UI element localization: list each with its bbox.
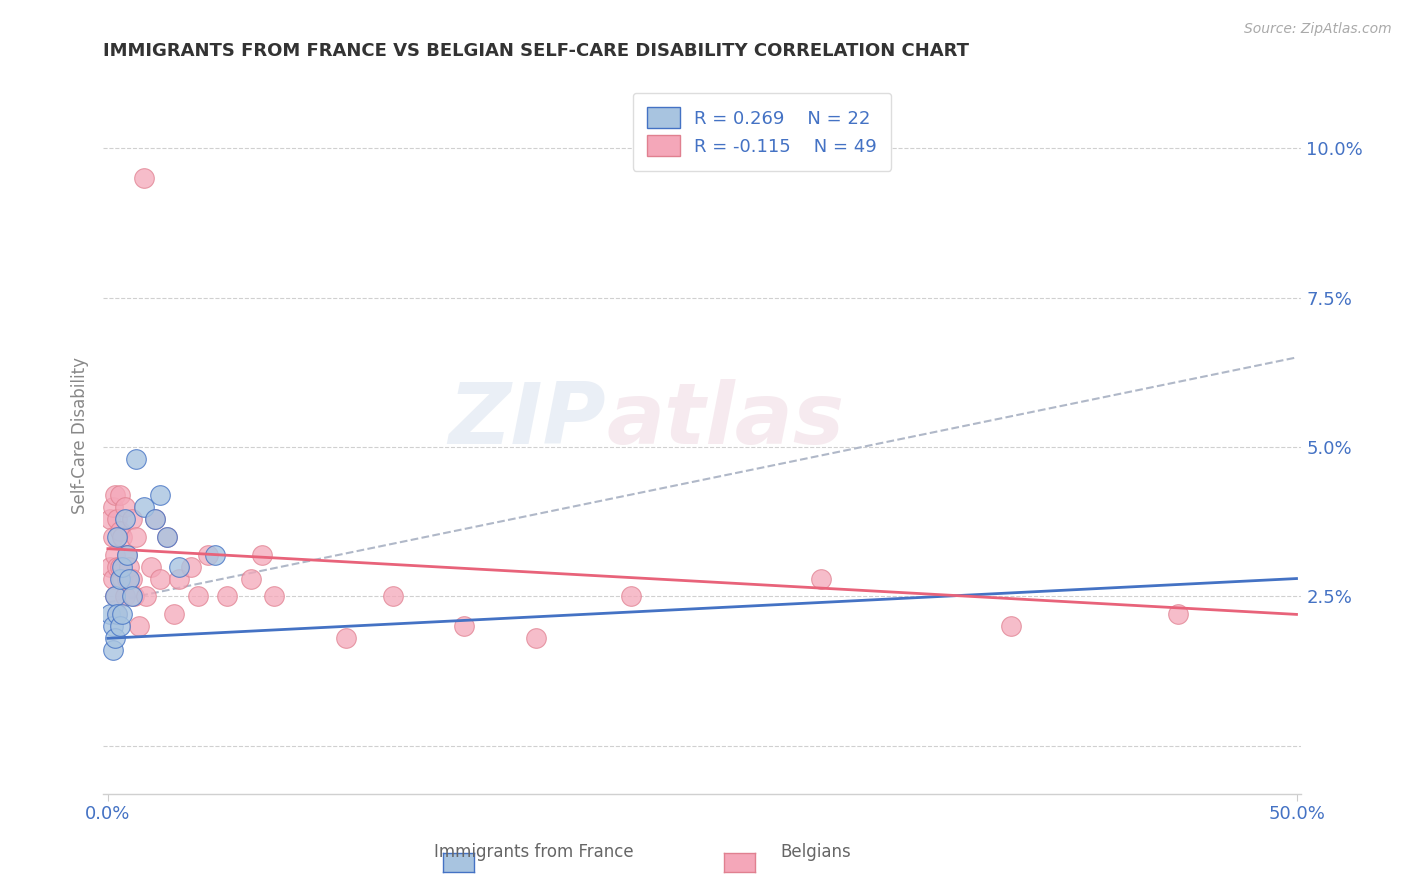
Point bbox=[145, 512, 167, 526]
Point bbox=[98, 559, 121, 574]
Point bbox=[114, 590, 136, 604]
Point bbox=[145, 512, 167, 526]
Point bbox=[139, 559, 162, 574]
Point bbox=[101, 530, 124, 544]
Point bbox=[105, 607, 128, 622]
Point bbox=[156, 530, 179, 544]
Point bbox=[132, 500, 155, 514]
Point bbox=[114, 512, 136, 526]
Point bbox=[197, 548, 219, 562]
Point bbox=[108, 524, 131, 538]
Point bbox=[263, 590, 285, 604]
Point bbox=[108, 619, 131, 633]
Point bbox=[163, 607, 186, 622]
Point bbox=[98, 512, 121, 526]
Point bbox=[335, 632, 357, 646]
Point bbox=[111, 559, 134, 574]
Point bbox=[111, 572, 134, 586]
Point bbox=[115, 572, 138, 586]
Point bbox=[149, 572, 172, 586]
Text: Immigrants from France: Immigrants from France bbox=[434, 843, 634, 861]
Point bbox=[810, 572, 832, 586]
Point bbox=[167, 572, 190, 586]
Y-axis label: Self-Care Disability: Self-Care Disability bbox=[72, 357, 89, 514]
Point bbox=[104, 548, 127, 562]
Point bbox=[204, 548, 226, 562]
Point bbox=[156, 530, 179, 544]
Point bbox=[111, 530, 134, 544]
Point bbox=[252, 548, 274, 562]
Legend: R = 0.269    N = 22, R = -0.115    N = 49: R = 0.269 N = 22, R = -0.115 N = 49 bbox=[633, 93, 891, 170]
Point bbox=[215, 590, 238, 604]
Point bbox=[98, 607, 121, 622]
Point bbox=[118, 559, 141, 574]
Point bbox=[105, 530, 128, 544]
Point bbox=[118, 572, 141, 586]
Point bbox=[104, 590, 127, 604]
Point bbox=[180, 559, 202, 574]
Point bbox=[101, 572, 124, 586]
Point bbox=[121, 590, 143, 604]
Point bbox=[167, 559, 190, 574]
Point bbox=[524, 632, 547, 646]
Point bbox=[105, 512, 128, 526]
Text: Belgians: Belgians bbox=[780, 843, 851, 861]
Point bbox=[105, 559, 128, 574]
Point bbox=[128, 619, 150, 633]
Point bbox=[135, 590, 157, 604]
Point bbox=[114, 500, 136, 514]
Point bbox=[239, 572, 262, 586]
Text: atlas: atlas bbox=[606, 379, 845, 462]
Text: Source: ZipAtlas.com: Source: ZipAtlas.com bbox=[1244, 22, 1392, 37]
Point bbox=[121, 572, 143, 586]
Point bbox=[125, 530, 148, 544]
Point bbox=[187, 590, 209, 604]
Point bbox=[104, 632, 127, 646]
Point bbox=[1000, 619, 1022, 633]
Point bbox=[101, 619, 124, 633]
Point bbox=[620, 590, 643, 604]
Text: ZIP: ZIP bbox=[449, 379, 606, 462]
Point bbox=[101, 643, 124, 657]
Point bbox=[125, 452, 148, 467]
Point bbox=[149, 488, 172, 502]
Point bbox=[105, 607, 128, 622]
Point bbox=[104, 488, 127, 502]
Text: IMMIGRANTS FROM FRANCE VS BELGIAN SELF-CARE DISABILITY CORRELATION CHART: IMMIGRANTS FROM FRANCE VS BELGIAN SELF-C… bbox=[103, 42, 969, 60]
Point bbox=[121, 512, 143, 526]
Point bbox=[101, 500, 124, 514]
Point bbox=[132, 171, 155, 186]
Point bbox=[108, 572, 131, 586]
Point bbox=[111, 607, 134, 622]
Point bbox=[115, 548, 138, 562]
Point bbox=[453, 619, 475, 633]
Point bbox=[122, 590, 145, 604]
Point bbox=[1167, 607, 1189, 622]
Point bbox=[104, 590, 127, 604]
Point bbox=[108, 559, 131, 574]
Point bbox=[108, 488, 131, 502]
Point bbox=[382, 590, 405, 604]
Point bbox=[115, 548, 138, 562]
